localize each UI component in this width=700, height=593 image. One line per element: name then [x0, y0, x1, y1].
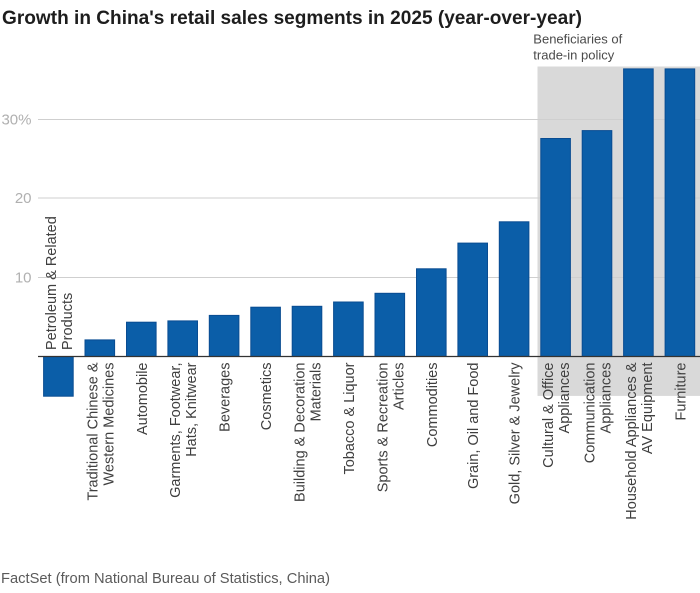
svg-text:Communication: Communication [583, 363, 599, 464]
svg-text:AV Equipment: AV Equipment [640, 363, 656, 455]
svg-text:Traditional Chinese &: Traditional Chinese & [85, 362, 101, 500]
svg-text:Cultural & Office: Cultural & Office [541, 363, 557, 468]
svg-text:Western Medicines: Western Medicines [101, 363, 117, 486]
svg-text:FactSet (from National Bureau: FactSet (from National Bureau of Statist… [1, 570, 330, 587]
svg-text:Commodities: Commodities [425, 363, 441, 448]
svg-text:Household Appliances &: Household Appliances & [624, 362, 640, 520]
svg-text:20: 20 [15, 190, 32, 207]
svg-text:Growth in China's retail sales: Growth in China's retail sales segments … [2, 7, 582, 29]
svg-text:Sports & Recreation: Sports & Recreation [375, 363, 391, 493]
svg-text:Hats, Knitwear: Hats, Knitwear [184, 362, 200, 456]
svg-text:Gold, Silver & Jewelry: Gold, Silver & Jewelry [508, 362, 524, 505]
svg-text:trade-in policy: trade-in policy [533, 48, 614, 63]
svg-text:30%: 30% [1, 112, 31, 129]
svg-text:Petroleum & Related: Petroleum & Related [44, 216, 60, 350]
svg-text:Articles: Articles [391, 363, 407, 411]
svg-text:Beneficiaries of: Beneficiaries of [533, 32, 622, 47]
svg-text:Grain, Oil and Food: Grain, Oil and Food [466, 363, 482, 490]
svg-text:10: 10 [15, 270, 32, 287]
svg-text:Materials: Materials [309, 363, 325, 422]
svg-text:Tobacco & Liquor: Tobacco & Liquor [342, 362, 358, 474]
svg-text:Cosmetics: Cosmetics [259, 363, 275, 431]
svg-text:Appliances: Appliances [557, 363, 573, 434]
svg-text:Products: Products [60, 293, 76, 350]
svg-text:Beverages: Beverages [218, 363, 234, 432]
svg-text:Appliances: Appliances [599, 363, 615, 434]
svg-text:Furniture: Furniture [673, 363, 689, 421]
svg-text:Garments, Footwear,: Garments, Footwear, [168, 363, 184, 498]
svg-text:Automobile: Automobile [135, 363, 151, 436]
svg-text:Building & Decoration: Building & Decoration [293, 363, 309, 502]
